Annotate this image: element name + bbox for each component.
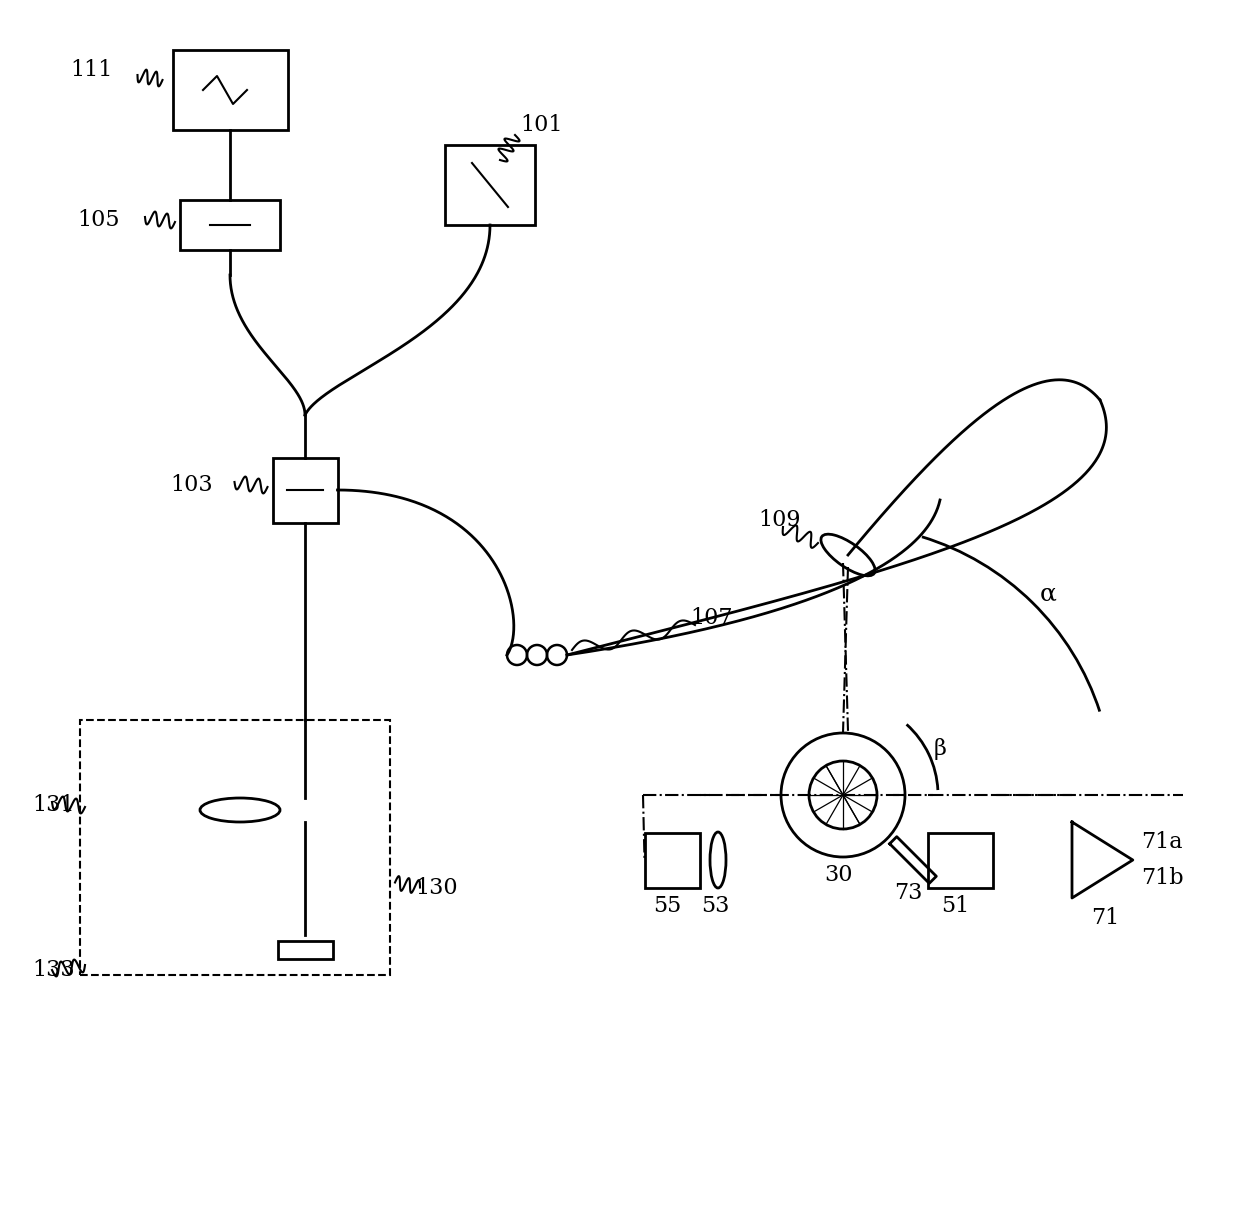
Bar (928, 832, 992, 888)
Text: 55: 55 (653, 895, 681, 917)
Bar (273, 458, 337, 522)
Text: 130: 130 (415, 876, 458, 899)
Ellipse shape (711, 832, 725, 888)
Polygon shape (1073, 822, 1133, 897)
Bar (445, 145, 534, 225)
Bar (172, 50, 288, 130)
Text: 131: 131 (32, 794, 74, 816)
Text: 105: 105 (77, 209, 120, 231)
Text: 101: 101 (520, 114, 563, 135)
Text: α: α (1040, 583, 1058, 606)
Text: 71b: 71b (1141, 867, 1183, 889)
Text: 30: 30 (823, 864, 852, 886)
Bar (278, 940, 332, 959)
Text: β: β (934, 739, 946, 760)
Text: 51: 51 (941, 895, 970, 917)
Text: 107: 107 (689, 607, 733, 629)
Text: 71a: 71a (1141, 831, 1182, 853)
Text: 53: 53 (701, 895, 729, 917)
Text: 103: 103 (170, 474, 212, 496)
Text: 109: 109 (758, 508, 801, 531)
Bar (81, 720, 391, 975)
Bar (645, 832, 699, 888)
Text: 73: 73 (894, 881, 923, 904)
Text: 111: 111 (71, 59, 113, 81)
Ellipse shape (200, 798, 280, 822)
Text: 133: 133 (32, 959, 74, 981)
Ellipse shape (821, 534, 875, 576)
Bar (180, 199, 280, 250)
Text: 71: 71 (1091, 907, 1120, 929)
